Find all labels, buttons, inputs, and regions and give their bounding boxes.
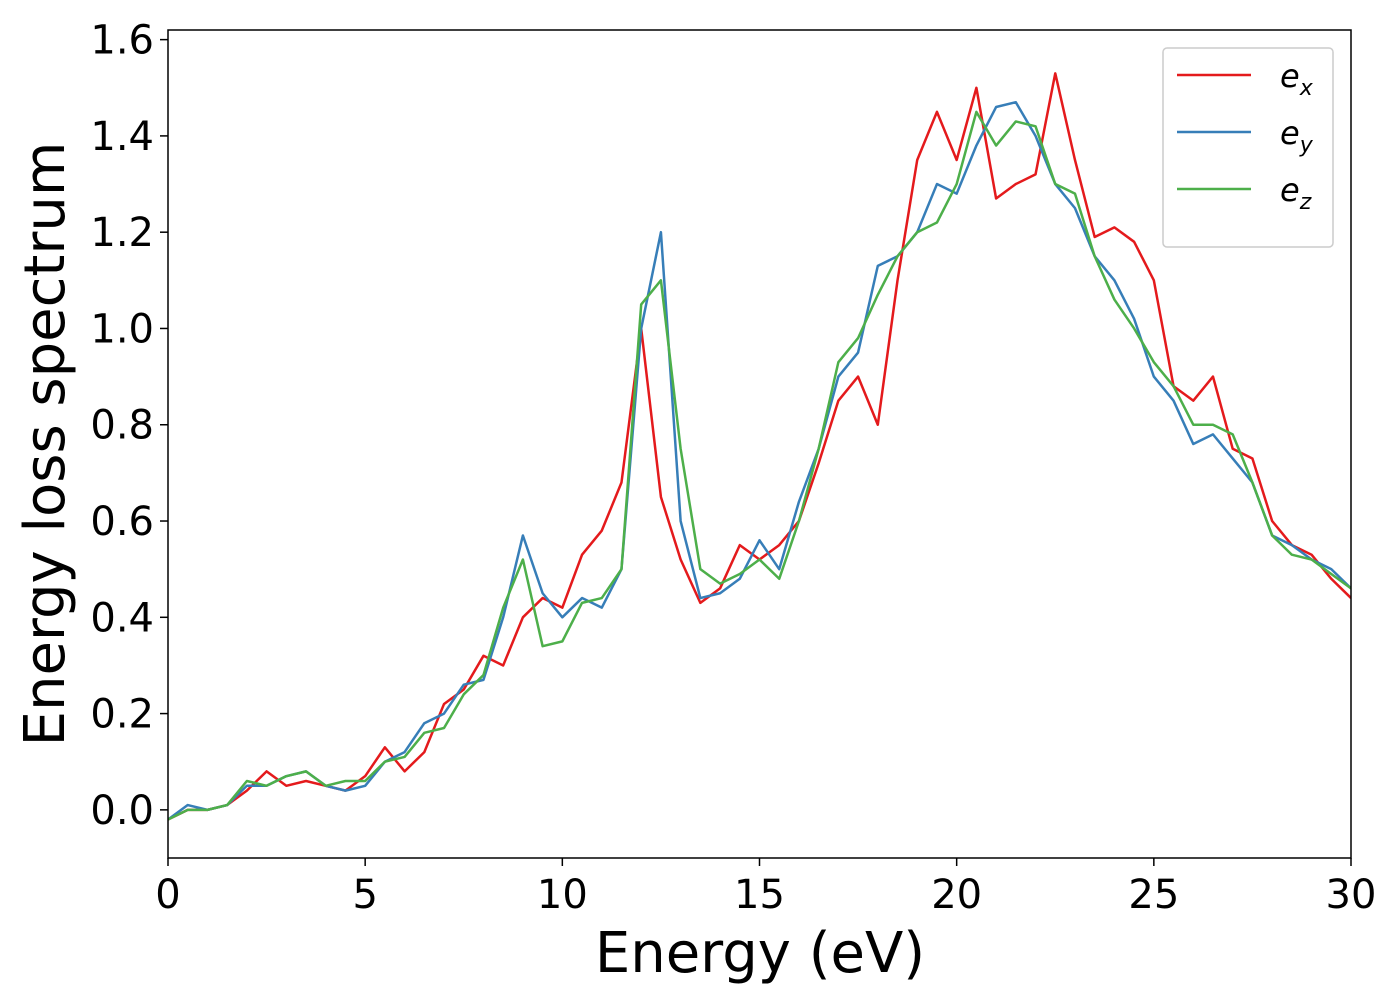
x-tick-label: 30 — [1326, 872, 1377, 918]
y-tick-label: 0.2 — [90, 692, 154, 738]
legend-label: ex — [1280, 57, 1314, 101]
x-tick-label: 0 — [155, 872, 180, 918]
legend-label: ey — [1280, 114, 1314, 158]
x-tick-label: 5 — [352, 872, 377, 918]
plot-frame — [167, 29, 1352, 859]
series-line — [168, 110, 1351, 821]
x-axis-label: Energy (eV) — [595, 921, 925, 986]
x-tick-label: 20 — [931, 872, 982, 918]
y-tick-label: 1.6 — [90, 18, 154, 64]
y-tick-label: 0.0 — [90, 788, 154, 834]
y-tick-label: 1.0 — [90, 306, 154, 352]
y-tick-label: 0.6 — [90, 499, 154, 545]
y-tick-label: 1.2 — [90, 210, 154, 256]
y-tick-label: 0.4 — [90, 595, 154, 641]
x-tick-label: 25 — [1128, 872, 1179, 918]
legend-box — [1162, 47, 1334, 248]
legend-label: ez — [1280, 171, 1312, 215]
y-tick-label: 0.8 — [90, 403, 154, 449]
y-axis-label: Energy loss spectrum — [13, 142, 78, 747]
x-tick-label: 10 — [537, 872, 588, 918]
series-line — [168, 100, 1351, 821]
y-tick-label: 1.4 — [90, 114, 154, 160]
x-tick-label: 15 — [734, 872, 785, 918]
